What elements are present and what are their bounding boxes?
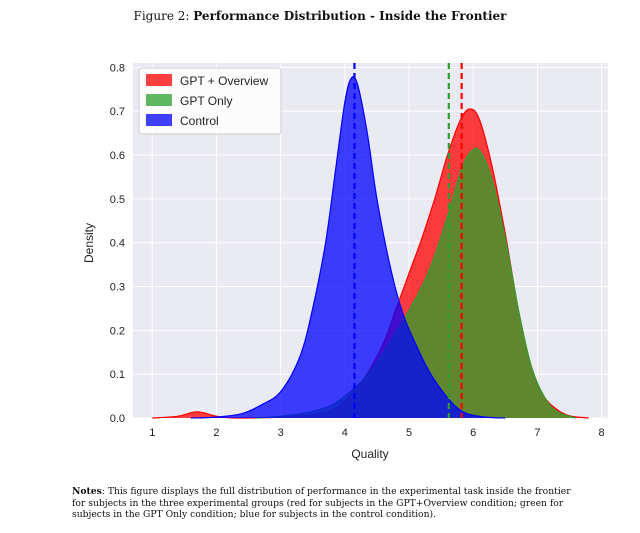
y-tick-labels: 0.0 0.1 0.2 0.3 0.4 0.5 0.6 0.7 0.8	[110, 62, 125, 425]
legend: GPT + Overview GPT Only Control	[138, 67, 282, 135]
legend-label-control: Control	[180, 114, 219, 128]
x-tick-label: 1	[149, 427, 155, 439]
y-tick-label: 0.7	[110, 106, 125, 118]
figure-caption: Figure 2: Performance Distribution - Ins…	[0, 9, 640, 23]
density-gpt-only-area	[255, 148, 576, 418]
mean-lines	[353, 63, 463, 418]
figure-notes: Notes: This figure displays the full dis…	[72, 486, 580, 521]
notes-text: : This figure displays the full distribu…	[72, 486, 571, 520]
x-tick-label: 2	[213, 427, 219, 439]
y-tick-label: 0.2	[110, 325, 125, 337]
legend-box	[138, 67, 282, 135]
density-control-outline	[190, 76, 506, 419]
y-tick-label: 0.8	[110, 62, 125, 74]
y-tick-label: 0.4	[110, 238, 125, 250]
x-tick-label: 7	[534, 427, 540, 439]
y-tick-label: 0.0	[110, 413, 125, 425]
legend-label-gpt-only: GPT Only	[180, 94, 232, 108]
density-areas	[152, 76, 589, 419]
y-tick-label: 0.1	[110, 369, 125, 381]
y-tick-label: 0.5	[110, 194, 125, 206]
y-tick-label: 0.6	[110, 150, 125, 162]
x-tick-label: 3	[278, 427, 284, 439]
x-tick-labels: 1 2 3 4 5 6 7 8	[149, 427, 604, 439]
notes-label: Notes	[72, 486, 102, 497]
density-chart: 1 2 3 4 5 6 7 8 0.0 0.1 0.2 0.3 0.4 0.5 0.6 0.7 0.8 Qua…	[82, 62, 608, 461]
y-tick-label: 0.3	[110, 282, 125, 294]
legend-label-gpt-overview: GPT + Overview	[180, 74, 268, 88]
x-tick-label: 8	[599, 427, 605, 439]
y-axis-label: Density	[82, 223, 96, 263]
figure-prefix: Figure 2:	[133, 9, 194, 23]
x-tick-label: 5	[406, 427, 412, 439]
density-control-area	[190, 76, 506, 418]
figure-title: Performance Distribution - Inside the Fr…	[193, 9, 507, 23]
x-axis-label: Quality	[351, 447, 388, 461]
legend-swatch-control	[146, 114, 172, 126]
legend-swatch-gpt-overview	[146, 74, 172, 86]
x-tick-label: 4	[342, 427, 348, 439]
legend-swatch-gpt-only	[146, 94, 172, 106]
x-tick-label: 6	[470, 427, 476, 439]
